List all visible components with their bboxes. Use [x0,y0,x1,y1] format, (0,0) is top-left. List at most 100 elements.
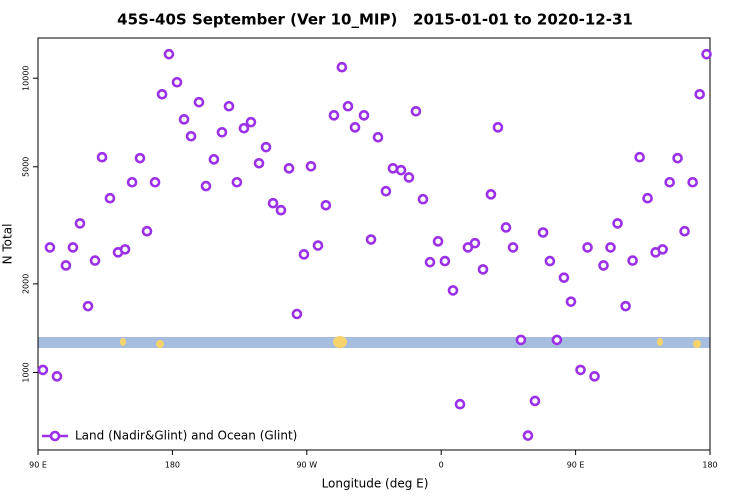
land-patch [333,336,347,348]
data-point [134,152,146,164]
x-axis-label: Longitude (deg E) [322,477,429,491]
data-point [320,199,332,211]
data-point [245,116,257,128]
data-point [349,122,361,133]
plot-frame [37,37,711,451]
data-point [96,151,108,163]
data-point [507,242,519,253]
y-tick-label: 5000 [22,157,31,177]
data-point [537,227,549,238]
data-point [141,225,153,237]
data-point [82,300,94,312]
data-point [51,371,63,382]
y-tick-label: 10000 [22,65,31,90]
data-point [156,88,168,100]
data-point [551,334,563,346]
data-point [612,218,623,229]
x-tick-label: 90 W [296,461,317,470]
chart-title: 45S-40S September (Ver 10_MIP) 2015-01-0… [117,11,633,29]
data-point [171,76,183,88]
data-point [575,364,586,376]
x-tick-label: 90 E [29,461,47,470]
data-point [627,255,638,266]
data-point [149,176,161,188]
data-point [305,160,317,172]
data-point [328,110,340,121]
data-point [163,48,175,60]
data-point [687,176,698,188]
data-point [694,88,705,100]
x-tick-label: 180 [702,461,717,470]
data-point [298,249,310,260]
y-tick-label: 1000 [22,362,31,382]
data-point [500,222,512,233]
data-point [365,234,377,245]
land-patch [657,338,663,346]
data-point [410,105,422,117]
data-point [74,218,86,229]
y-axis-label: N Total [1,224,15,265]
data-point [522,430,534,441]
data-point [312,240,324,251]
data-point [589,371,600,382]
data-point [253,157,265,169]
data-point [208,154,220,165]
data-point [565,296,577,307]
data-point [403,172,415,183]
data-point [432,236,444,247]
data-point [178,114,190,125]
data-point [395,164,407,176]
data-point [544,255,556,267]
data-point [89,255,101,266]
data-point [620,300,631,312]
data-point [515,334,527,346]
data-point [119,244,131,255]
data-point [634,151,645,163]
data-point [44,242,56,253]
data-point [216,126,228,138]
data-point [529,395,541,407]
x-tick-label: 90 E [567,461,585,470]
data-point [291,308,303,320]
data-point [701,48,712,60]
data-point [672,152,683,164]
data-point [387,163,399,174]
data-point [492,122,504,133]
data-point [417,193,429,205]
data-point [185,130,197,142]
data-point [275,204,287,216]
data-point [223,100,235,112]
data-point [267,197,279,209]
data-point [126,176,138,188]
y-tick-label: 2000 [22,274,31,294]
data-point [260,141,272,153]
data-point [342,100,354,112]
data-point [60,260,72,271]
data-point [336,61,348,73]
data-point [193,96,205,108]
data-point [598,260,609,271]
data-point [372,131,384,143]
land-patch [693,340,701,348]
data-point [283,163,295,174]
legend-label: Land (Nadir&Glint) and Ocean (Glint) [75,429,297,443]
data-point [485,189,497,200]
land-patch [120,338,126,346]
data-point [358,110,370,121]
data-point [454,398,466,410]
data-point [231,176,243,188]
data-point [67,242,79,253]
data-point [447,285,459,296]
data-point [200,180,212,192]
land-patch [156,340,164,348]
data-point [104,192,116,204]
data-point [605,242,616,253]
data-point [664,176,675,188]
ocean-strip [38,337,710,348]
legend-marker [49,430,61,442]
data-point [642,192,653,204]
data-point [477,264,489,275]
data-point [380,185,392,197]
